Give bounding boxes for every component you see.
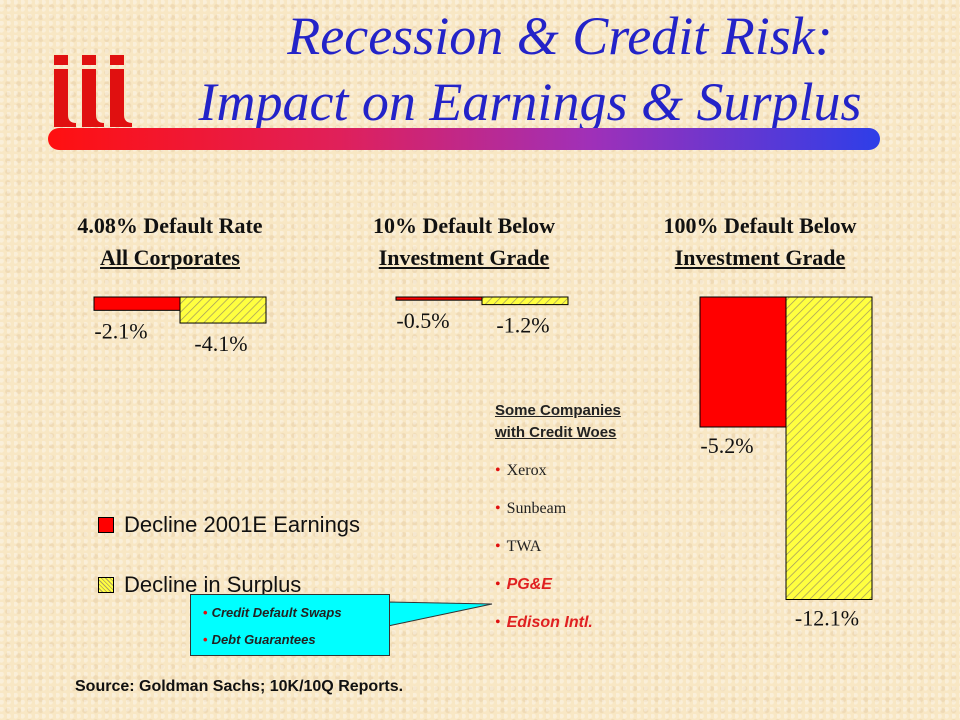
company-item: • Edison Intl. xyxy=(495,614,593,631)
company-item: • TWA xyxy=(495,538,542,555)
callout-item: • Credit Default Swaps xyxy=(203,605,342,620)
chart2-title: 10% Default Below xyxy=(372,213,556,238)
legend: Decline 2001E Earnings Decline in Surplu… xyxy=(98,495,360,615)
legend-swatch-earnings xyxy=(98,517,114,533)
legend-item-surplus: Decline in Surplus xyxy=(98,555,360,615)
company-item: • Xerox xyxy=(495,462,547,479)
chart3-bar-earnings xyxy=(699,296,787,428)
chart3-label-earnings: -5.2% xyxy=(700,433,753,458)
chart2-subtitle: Investment Grade xyxy=(378,245,550,270)
chart1-label-earnings: -2.1% xyxy=(94,318,147,343)
legend-label-surplus: Decline in Surplus xyxy=(124,572,302,597)
callout-box: • Credit Default Swaps • Debt Guarantees xyxy=(190,594,390,656)
companies-title-line2: with Credit Woes xyxy=(495,424,617,441)
chart1-subtitle: All Corporates xyxy=(100,245,240,270)
chart1-heading: 4.08% Default Rate All Corporates xyxy=(40,210,300,274)
page-title-line2: Impact on Earnings & Surplus xyxy=(198,72,862,132)
bullet-icon: • xyxy=(495,576,501,593)
iii-logo xyxy=(54,55,132,127)
bullet-icon: • xyxy=(203,632,208,647)
company-item: • PG&E xyxy=(495,576,552,593)
bullet-icon: • xyxy=(495,538,501,555)
companies-title-line1: Some Companies xyxy=(495,402,621,419)
chart2-heading: 10% Default Below Investment Grade xyxy=(334,210,594,274)
title-divider xyxy=(48,128,880,150)
chart3-title: 100% Default Below xyxy=(663,213,857,238)
chart1-bar-surplus xyxy=(179,296,267,324)
legend-swatch-surplus xyxy=(98,577,114,593)
company-item: • Sunbeam xyxy=(495,500,567,517)
source-note: Source: Goldman Sachs; 10K/10Q Reports. xyxy=(75,678,404,695)
legend-item-earnings: Decline 2001E Earnings xyxy=(98,495,360,555)
chart3-bar-surplus xyxy=(785,296,873,600)
bullet-icon: • xyxy=(495,462,501,479)
chart2-label-surplus: -1.2% xyxy=(496,313,549,338)
chart3-heading: 100% Default Below Investment Grade xyxy=(630,210,890,274)
chart3-label-surplus: -12.1% xyxy=(795,606,859,631)
chart2-bar-surplus xyxy=(481,296,569,306)
chart2-label-earnings: -0.5% xyxy=(396,308,449,333)
chart1-title: 4.08% Default Rate xyxy=(77,213,263,238)
bullet-icon: • xyxy=(203,605,208,620)
chart3-subtitle: Investment Grade xyxy=(674,245,846,270)
bullet-icon: • xyxy=(495,500,501,517)
chart1-label-surplus: -4.1% xyxy=(194,331,247,356)
legend-label-earnings: Decline 2001E Earnings xyxy=(124,512,361,537)
page-title-line1: Recession & Credit Risk: xyxy=(287,6,833,66)
bullet-icon: • xyxy=(495,614,501,631)
companies-list: Some Companies with Credit Woes • Xerox •… xyxy=(495,400,621,642)
callout-item: • Debt Guarantees xyxy=(203,632,316,647)
